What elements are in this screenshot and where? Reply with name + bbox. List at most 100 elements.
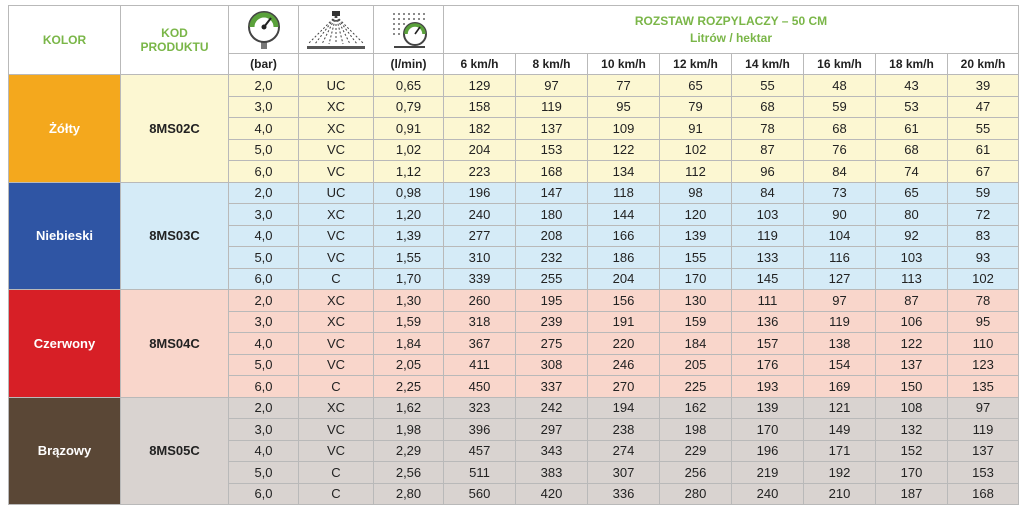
rate-cell: 149 <box>803 418 876 441</box>
speed-header: 10 km/h <box>587 53 660 75</box>
table-row: 5,0 VC 1,55 310 232 186 155 133 116 103 93 <box>9 246 1019 269</box>
rate-cell: 193 <box>731 375 804 398</box>
rate-cell: 97 <box>515 74 588 97</box>
rate-cell: 225 <box>659 375 732 398</box>
rate-cell: 152 <box>875 439 948 462</box>
table-row: 5,0 C 2,56 511 383 307 256 219 192 170 153 <box>9 461 1019 484</box>
rate-cell: 308 <box>515 353 588 376</box>
rate-cell: 39 <box>947 74 1019 97</box>
droplet-class-cell: C <box>298 375 374 398</box>
speed-header: 20 km/h <box>947 53 1019 75</box>
rate-cell: 180 <box>515 203 588 226</box>
rate-cell: 109 <box>587 117 660 140</box>
rate-cell: 169 <box>803 375 876 398</box>
rate-cell: 170 <box>875 461 948 484</box>
flow-cell: 1,62 <box>373 396 444 419</box>
rate-cell: 196 <box>443 181 516 204</box>
rate-cell: 68 <box>803 117 876 140</box>
rate-cell: 106 <box>875 310 948 333</box>
rate-cell: 91 <box>659 117 732 140</box>
rate-cell: 560 <box>443 482 516 505</box>
kod-header-line2: PRODUKTU <box>140 40 209 54</box>
rate-cell: 168 <box>515 160 588 183</box>
rate-cell: 187 <box>875 482 948 505</box>
flow-cell: 1,55 <box>373 246 444 269</box>
pressure-cell: 5,0 <box>228 353 299 376</box>
droplet-class-cell: UC <box>298 74 374 97</box>
pressure-cell: 5,0 <box>228 246 299 269</box>
rate-cell: 182 <box>443 117 516 140</box>
rate-cell: 137 <box>875 353 948 376</box>
flow-cell: 0,79 <box>373 95 444 118</box>
table-row: 4,0 VC 1,39 277 208 166 139 119 104 92 83 <box>9 224 1019 247</box>
pressure-cell: 5,0 <box>228 138 299 161</box>
product-code-cell: 8MS03C <box>120 181 229 290</box>
table-row: 6,0 C 2,25 450 337 270 225 193 169 150 135 <box>9 375 1019 398</box>
rate-cell: 65 <box>659 74 732 97</box>
rate-cell: 229 <box>659 439 732 462</box>
kolor-header: KOLOR <box>8 5 121 75</box>
speed-header: 14 km/h <box>731 53 804 75</box>
color-name-cell: Żółty <box>8 74 121 183</box>
droplet-class-cell: VC <box>298 138 374 161</box>
droplet-class-cell: VC <box>298 224 374 247</box>
rate-cell: 310 <box>443 246 516 269</box>
rate-cell: 198 <box>659 418 732 441</box>
rate-cell: 135 <box>947 375 1019 398</box>
rate-cell: 277 <box>443 224 516 247</box>
rate-cell: 119 <box>947 418 1019 441</box>
rate-cell: 274 <box>587 439 660 462</box>
rate-cell: 242 <box>515 396 588 419</box>
rate-cell: 59 <box>947 181 1019 204</box>
rate-cell: 255 <box>515 267 588 290</box>
rate-cell: 59 <box>803 95 876 118</box>
rate-cell: 132 <box>875 418 948 441</box>
speed-header: 6 km/h <box>443 53 516 75</box>
rate-cell: 84 <box>803 160 876 183</box>
rate-cell: 232 <box>515 246 588 269</box>
rate-cell: 155 <box>659 246 732 269</box>
rate-cell: 275 <box>515 332 588 355</box>
product-code-cell: 8MS05C <box>120 396 229 505</box>
rate-cell: 80 <box>875 203 948 226</box>
rate-cell: 73 <box>803 181 876 204</box>
spacing-subtitle: Litrów / hektar <box>689 31 772 45</box>
rate-cell: 43 <box>875 74 948 97</box>
droplet-class-cell: VC <box>298 246 374 269</box>
droplet-class-cell: VC <box>298 439 374 462</box>
rate-cell: 97 <box>803 289 876 312</box>
table-row: 4,0 VC 2,29 457 343 274 229 196 171 152 137 <box>9 439 1019 462</box>
rate-cell: 55 <box>731 74 804 97</box>
rate-cell: 162 <box>659 396 732 419</box>
rate-cell: 137 <box>947 439 1019 462</box>
rate-cell: 122 <box>587 138 660 161</box>
rate-cell: 147 <box>515 181 588 204</box>
rate-cell: 90 <box>803 203 876 226</box>
rate-cell: 123 <box>947 353 1019 376</box>
flow-cell: 2,25 <box>373 375 444 398</box>
nozzle-rate-table-page: KOLOR KOD PRODUKTU <box>8 5 1019 505</box>
pressure-cell: 3,0 <box>228 418 299 441</box>
droplet-class-cell: VC <box>298 160 374 183</box>
rate-cell: 208 <box>515 224 588 247</box>
table-body: Żółty 8MS02C 2,0 UC 0,65 129 97 77 65 55 48 43 39 3,0… <box>8 74 1019 505</box>
rate-cell: 61 <box>875 117 948 140</box>
table-row: 5,0 VC 2,05 411 308 246 205 176 154 137 123 <box>9 353 1019 376</box>
rate-cell: 78 <box>731 117 804 140</box>
pressure-cell: 4,0 <box>228 224 299 247</box>
pressure-cell: 2,0 <box>228 74 299 97</box>
rate-cell: 98 <box>659 181 732 204</box>
rate-cell: 157 <box>731 332 804 355</box>
flow-cell: 1,84 <box>373 332 444 355</box>
rate-cell: 133 <box>731 246 804 269</box>
flow-unit: (l/min) <box>373 53 444 75</box>
rate-cell: 204 <box>587 267 660 290</box>
rate-cell: 297 <box>515 418 588 441</box>
rate-cell: 83 <box>947 224 1019 247</box>
rate-cell: 336 <box>587 482 660 505</box>
droplet-class-cell: XC <box>298 396 374 419</box>
table-row: 3,0 XC 1,20 240 180 144 120 103 90 80 72 <box>9 203 1019 226</box>
table-row: 4,0 XC 0,91 182 137 109 91 78 68 61 55 <box>9 117 1019 140</box>
product-code-cell: 8MS02C <box>120 74 229 183</box>
speed-header: 16 km/h <box>803 53 876 75</box>
